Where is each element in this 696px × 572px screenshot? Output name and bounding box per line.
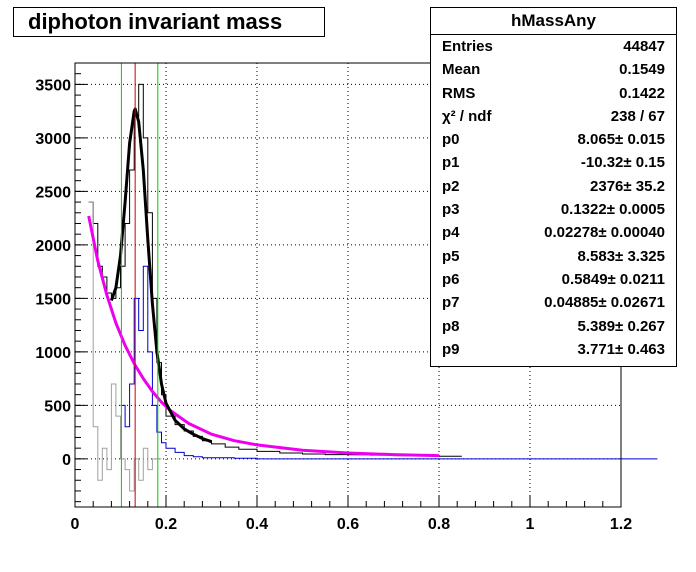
stats-key: p8	[442, 317, 460, 335]
stats-row: p4 0.02278± 0.00040	[431, 221, 676, 244]
stats-row: p8 5.389± 0.267	[431, 315, 676, 338]
x-tick-label: 0	[71, 516, 80, 533]
histogram-signal	[120, 265, 658, 460]
stats-row: χ² / ndf 238 / 67	[431, 105, 676, 128]
stats-value: 0.1422	[619, 84, 665, 102]
stats-value: 8.065± 0.015	[577, 131, 665, 149]
histogram-residual	[88, 201, 162, 492]
stats-key: p6	[442, 270, 460, 288]
x-tick-label: 0.8	[428, 516, 450, 533]
stats-key: Entries	[442, 38, 493, 55]
stats-key: p9	[442, 340, 460, 358]
y-tick-label: 500	[44, 398, 71, 415]
y-tick-label: 1500	[35, 291, 71, 308]
stats-key: Mean	[442, 61, 481, 79]
y-tick-label: 1000	[35, 345, 71, 362]
fit-curve-fit_background	[87, 215, 440, 458]
stats-value: 238 / 67	[610, 107, 665, 125]
stats-value: 8.583± 3.325	[577, 247, 665, 265]
y-tick-label: 3500	[35, 77, 71, 94]
x-tick-label: 1	[526, 516, 535, 533]
stats-row: p5 8.583± 3.325	[431, 245, 676, 268]
stats-key: p4	[442, 224, 460, 242]
stats-row: p6 0.5849± 0.0211	[431, 268, 676, 291]
stats-row: RMS 0.1422	[431, 82, 676, 105]
stats-row: p9 3.771± 0.463	[431, 338, 676, 361]
stats-value: 0.02278± 0.00040	[544, 224, 665, 242]
stats-key: RMS	[442, 84, 476, 102]
stats-row: Mean 0.1549	[431, 58, 676, 81]
y-tick-label: 3000	[35, 131, 71, 148]
x-tick-label: 1.2	[610, 516, 632, 533]
stats-key: p7	[442, 294, 460, 312]
stats-value: 0.1322± 0.0005	[560, 201, 665, 219]
histogram-total	[88, 83, 462, 457]
stats-value: 3.771± 0.463	[577, 340, 665, 358]
chart-title: diphoton invariant mass	[13, 7, 325, 37]
stats-key: p2	[442, 177, 460, 195]
stats-value: 44847	[623, 38, 665, 55]
stats-title: hMassAny	[431, 8, 676, 35]
stats-key: p1	[442, 154, 460, 172]
stats-row: Entries 44847	[431, 35, 676, 58]
stats-key: p0	[442, 131, 460, 149]
stats-row: p2 2376± 35.2	[431, 175, 676, 198]
stats-box: hMassAny Entries 44847 Mean 0.1549 RMS 0…	[430, 7, 677, 367]
x-tick-label: 0.4	[246, 516, 268, 533]
stats-value: -10.32± 0.15	[580, 154, 665, 172]
y-tick-label: 2500	[35, 184, 71, 201]
stats-key: χ² / ndf	[442, 107, 492, 125]
stats-value: 2376± 35.2	[590, 177, 665, 195]
x-tick-label: 0.2	[155, 516, 177, 533]
stats-value: 5.389± 0.267	[577, 317, 665, 335]
stats-key: p3	[442, 201, 460, 219]
y-tick-label: 2000	[35, 238, 71, 255]
marks-layer	[87, 63, 658, 507]
stats-row: p1 -10.32± 0.15	[431, 151, 676, 174]
y-tick-label: 0	[62, 452, 71, 469]
stats-row: p0 8.065± 0.015	[431, 128, 676, 151]
stats-value: 0.5849± 0.0211	[561, 270, 665, 288]
stats-row: p3 0.1322± 0.0005	[431, 198, 676, 221]
stats-value: 0.04885± 0.02671	[544, 294, 665, 312]
stats-key: p5	[442, 247, 460, 265]
fit-curve-fit_peak	[109, 107, 212, 444]
stats-row: p7 0.04885± 0.02671	[431, 291, 676, 314]
x-tick-label: 0.6	[337, 516, 359, 533]
stats-value: 0.1549	[619, 61, 665, 79]
